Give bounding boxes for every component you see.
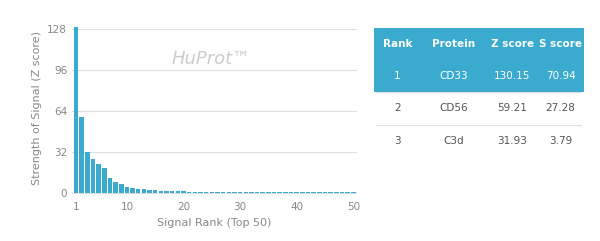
Bar	[193, 192, 197, 193]
Bar	[158, 191, 163, 193]
Bar	[107, 178, 112, 193]
Text: 3: 3	[394, 135, 401, 146]
Bar	[255, 192, 259, 193]
Bar	[221, 192, 226, 193]
Bar	[125, 187, 129, 193]
Text: 3.79: 3.79	[549, 135, 572, 146]
Bar	[215, 192, 220, 193]
Bar	[249, 192, 254, 193]
Bar	[164, 191, 169, 193]
Bar	[374, 28, 584, 60]
Bar	[374, 92, 584, 125]
Bar	[119, 184, 124, 193]
Text: C3d: C3d	[443, 135, 464, 146]
Bar	[79, 117, 84, 193]
Text: 1: 1	[394, 71, 401, 81]
Text: CD33: CD33	[439, 71, 468, 81]
Bar	[277, 192, 282, 193]
X-axis label: Signal Rank (Top 50): Signal Rank (Top 50)	[157, 218, 272, 228]
Bar	[283, 192, 287, 193]
Bar	[136, 189, 140, 193]
Text: Protein: Protein	[432, 39, 475, 49]
Bar	[130, 188, 135, 193]
Bar	[97, 164, 101, 193]
Bar	[272, 192, 277, 193]
Bar	[147, 190, 152, 193]
Bar	[244, 192, 248, 193]
Text: 70.94: 70.94	[546, 71, 575, 81]
Bar	[85, 152, 89, 193]
Text: S score: S score	[539, 39, 582, 49]
Text: 2: 2	[394, 103, 401, 114]
Text: CD56: CD56	[439, 103, 468, 114]
Text: Rank: Rank	[383, 39, 412, 49]
Text: 27.28: 27.28	[545, 103, 575, 114]
Bar	[181, 191, 186, 193]
Y-axis label: Strength of Signal (Z score): Strength of Signal (Z score)	[32, 31, 42, 186]
Text: 59.21: 59.21	[497, 103, 527, 114]
Bar	[74, 27, 78, 193]
Bar	[102, 168, 107, 193]
Bar	[238, 192, 242, 193]
Text: Z score: Z score	[491, 39, 534, 49]
Bar	[113, 182, 118, 193]
Bar	[374, 125, 584, 157]
Bar	[176, 191, 180, 193]
Text: 130.15: 130.15	[494, 71, 530, 81]
Bar	[266, 192, 271, 193]
Bar	[170, 191, 175, 193]
Bar	[374, 60, 584, 92]
Bar	[209, 192, 214, 193]
Bar	[198, 192, 203, 193]
Bar	[204, 192, 208, 193]
Bar	[153, 190, 157, 193]
Bar	[260, 192, 265, 193]
Bar	[142, 189, 146, 193]
Text: 31.93: 31.93	[497, 135, 527, 146]
Bar	[91, 159, 95, 193]
Text: HuProt™: HuProt™	[172, 49, 251, 67]
Bar	[187, 192, 191, 193]
Bar	[232, 192, 237, 193]
Bar	[227, 192, 231, 193]
